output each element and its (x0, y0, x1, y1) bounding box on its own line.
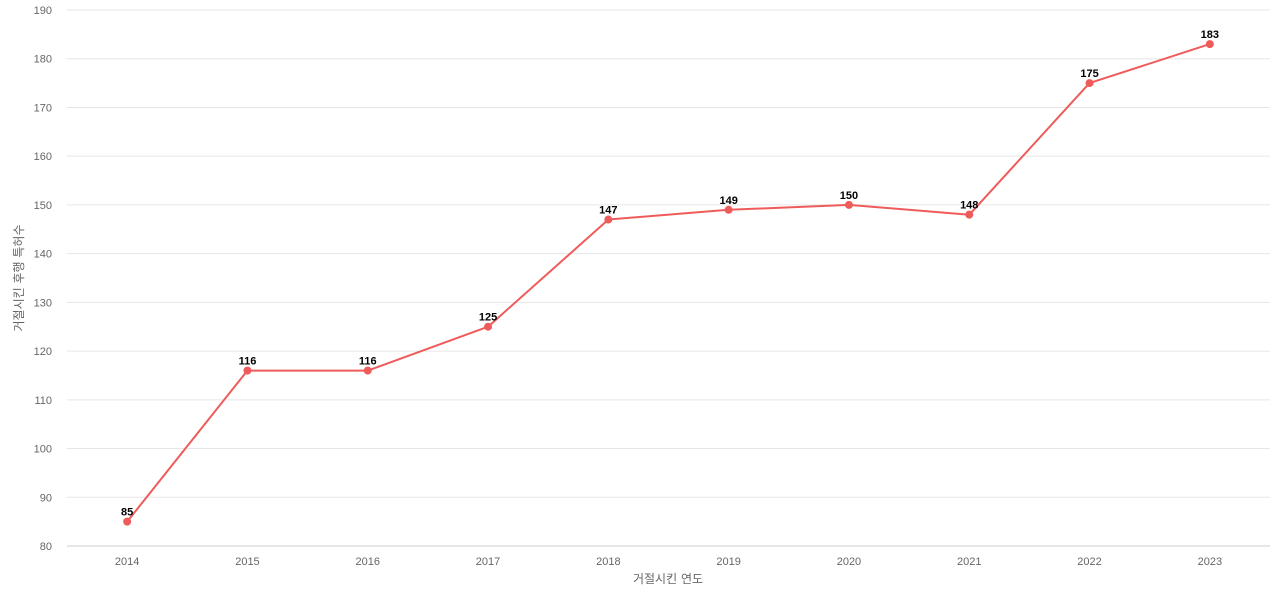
y-axis-title: 거절시킨 후행 특허수 (11, 225, 26, 332)
x-tick-label: 2016 (356, 556, 380, 568)
x-tick-label: 2019 (716, 556, 740, 568)
y-tick-label: 190 (34, 5, 52, 17)
x-axis-ticks: 2014 2015 2016 2017 2018 2019 2020 2021 2022 2023 (115, 556, 1222, 568)
x-tick-label: 2022 (1077, 556, 1101, 568)
x-tick-label: 2017 (476, 556, 500, 568)
data-point[interactable] (123, 517, 132, 526)
y-tick-label: 160 (34, 151, 52, 163)
y-tick-label: 150 (34, 200, 52, 212)
y-tick-label: 140 (34, 249, 52, 261)
y-axis-ticks: 80 90 100 110 120 130 140 150 160 170 180 190 (34, 5, 52, 553)
y-tick-label: 100 (34, 444, 52, 456)
data-point[interactable] (1085, 79, 1094, 88)
data-label: 85 (121, 507, 133, 519)
series-layer (123, 40, 1214, 526)
y-tick-label: 90 (40, 492, 52, 504)
data-point[interactable] (484, 322, 493, 331)
data-point[interactable] (243, 366, 252, 375)
y-tick-label: 170 (34, 102, 52, 114)
data-point[interactable] (604, 215, 613, 224)
y-tick-label: 110 (34, 395, 52, 407)
data-label: 175 (1080, 68, 1098, 80)
data-point[interactable] (724, 205, 733, 214)
x-tick-label: 2021 (957, 556, 981, 568)
y-tick-label: 180 (34, 54, 52, 66)
data-label: 116 (239, 356, 257, 368)
gridlines (67, 9, 1270, 547)
x-tick-label: 2020 (837, 556, 861, 568)
data-label: 125 (479, 312, 497, 324)
data-label: 183 (1201, 29, 1219, 41)
y-tick-label: 120 (34, 346, 52, 358)
x-axis-title: 거절시킨 연도 (633, 572, 703, 586)
data-label: 148 (960, 200, 978, 212)
data-label: 150 (840, 190, 858, 202)
data-point[interactable] (363, 366, 372, 375)
data-label: 116 (359, 356, 377, 368)
data-point[interactable] (965, 210, 974, 219)
x-tick-label: 2014 (115, 556, 139, 568)
x-tick-label: 2023 (1198, 556, 1222, 568)
y-tick-label: 80 (40, 541, 52, 553)
data-label: 149 (719, 195, 737, 207)
data-point[interactable] (1205, 40, 1214, 49)
data-point[interactable] (844, 200, 853, 209)
data-label: 147 (599, 205, 617, 217)
series-line (126, 43, 1211, 523)
y-tick-label: 130 (34, 297, 52, 309)
x-tick-label: 2015 (235, 556, 259, 568)
data-labels: 85 116 116 125 147 149 150 148 175 183 (121, 29, 1219, 519)
x-tick-label: 2018 (596, 556, 620, 568)
